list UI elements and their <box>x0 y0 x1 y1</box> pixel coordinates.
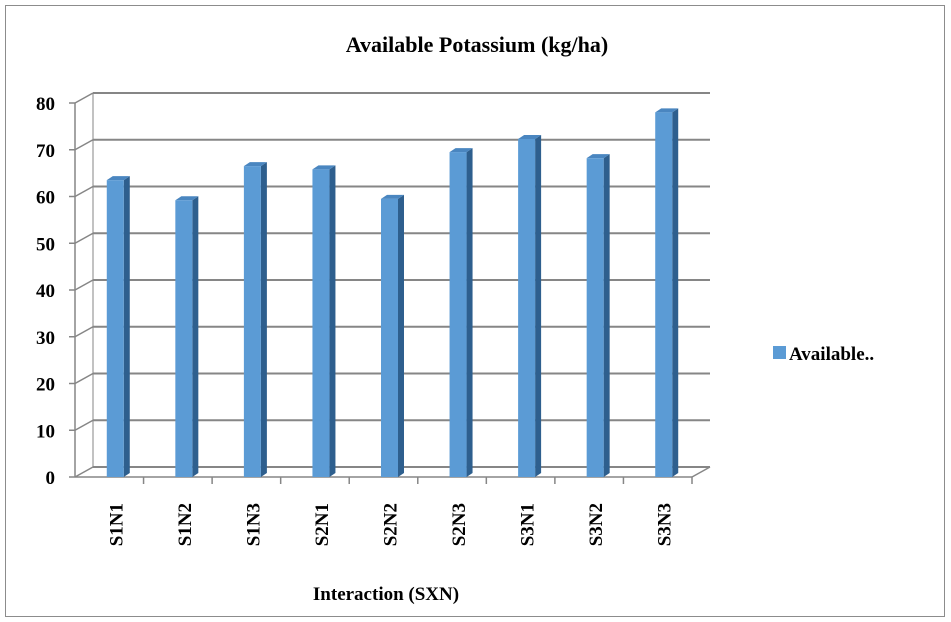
chart-title: Available Potassium (kg/ha) <box>346 32 608 57</box>
legend-swatch <box>773 346 786 359</box>
y-tick-label: 30 <box>36 328 55 349</box>
bar <box>449 148 473 477</box>
bar <box>586 154 610 478</box>
gridline-side <box>74 232 94 244</box>
bar-side <box>398 194 404 477</box>
chart-frame <box>5 5 945 617</box>
bar-side <box>192 196 199 478</box>
bar-top <box>175 196 199 201</box>
y-tick-label: 40 <box>36 281 55 302</box>
bar-front <box>518 138 536 477</box>
bar-front <box>449 152 467 477</box>
y-tick-labels: 0 10 20 30 40 50 60 70 80 <box>36 94 55 489</box>
x-tick-labels: S1N1 S1N2 S1N3 S2N1 S2N2 S2N3 S3N1 S3N2 S3N3 <box>106 503 675 546</box>
gridline-side <box>74 372 94 385</box>
bar-top <box>106 176 130 181</box>
x-tick-label: S1N2 <box>175 503 196 546</box>
y-tick-label: 80 <box>36 94 55 115</box>
x-tick-label: S2N2 <box>381 503 402 546</box>
bar <box>518 134 542 477</box>
bar-top <box>381 194 404 199</box>
gridline-side <box>74 139 94 151</box>
bar-front <box>175 200 193 478</box>
bar <box>381 194 404 477</box>
y-tick-label: 70 <box>36 141 55 162</box>
bar-front <box>586 158 604 478</box>
y-tick-label: 10 <box>36 421 55 442</box>
bar-top <box>518 134 542 139</box>
bar-top <box>312 165 336 170</box>
x-tick-label: S2N3 <box>449 503 470 546</box>
bar-top <box>586 154 610 159</box>
gridline-side <box>74 326 94 338</box>
y-tick-label: 0 <box>46 468 56 489</box>
bar-top <box>655 108 679 113</box>
x-tick-label: S3N3 <box>655 503 676 546</box>
bar-front <box>655 112 673 477</box>
floor-edge <box>691 466 711 478</box>
bar <box>655 108 679 477</box>
y-tick-label: 20 <box>36 375 55 396</box>
bar-front <box>106 180 124 477</box>
gridline-side <box>74 185 94 198</box>
y-tick-label: 50 <box>36 234 55 255</box>
bars <box>106 108 679 478</box>
bar <box>106 176 130 477</box>
gridline-side <box>74 279 94 291</box>
bar-side <box>123 176 130 477</box>
x-tick-label: S1N1 <box>106 503 127 546</box>
bar <box>312 165 336 477</box>
bar-front <box>312 169 330 477</box>
legend: Available.. <box>773 344 874 365</box>
bar-side <box>329 165 336 477</box>
bar-side <box>466 148 473 477</box>
bar <box>175 196 199 478</box>
bar-side <box>672 108 679 477</box>
bar <box>243 162 267 478</box>
bar-side <box>603 154 610 478</box>
x-tick-label: S3N2 <box>586 503 607 546</box>
x-tick-label: S2N1 <box>312 503 333 546</box>
x-axis-title: Interaction (SXN) <box>313 584 459 605</box>
bar-front <box>243 166 261 478</box>
x-tick-label: S3N1 <box>518 503 539 546</box>
bar-side <box>260 162 267 478</box>
bar-top <box>449 148 473 153</box>
x-tick-label: S1N3 <box>243 503 264 546</box>
gridline-side <box>74 419 94 431</box>
y-tick-label: 60 <box>36 188 55 209</box>
bar-top <box>243 162 267 167</box>
bar-front <box>381 198 398 477</box>
bar-side <box>535 134 542 477</box>
gridline-side <box>74 92 94 104</box>
legend-label: Available.. <box>789 344 874 365</box>
gridline-side <box>74 466 94 478</box>
